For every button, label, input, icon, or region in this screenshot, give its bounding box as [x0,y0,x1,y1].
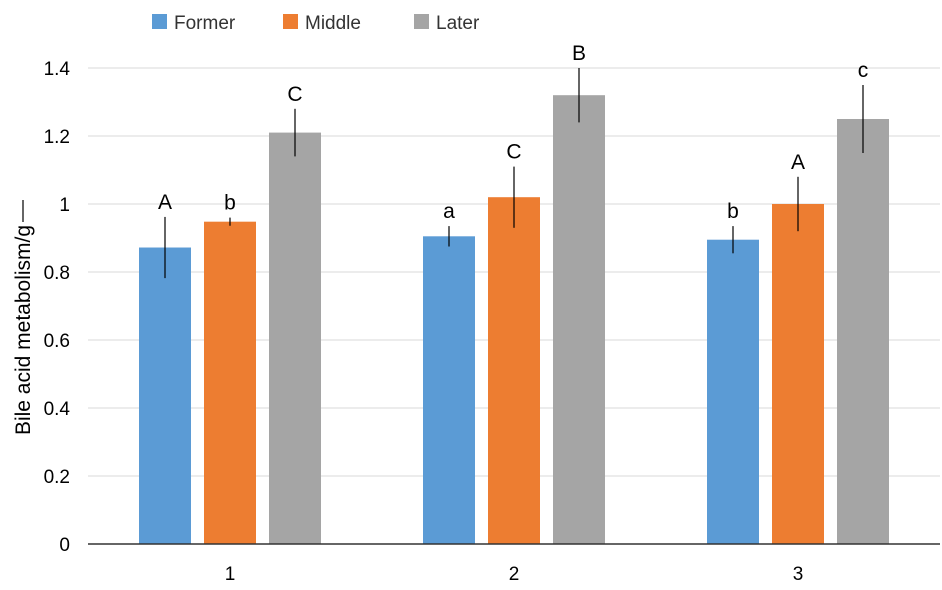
legend-label: Former [174,13,236,34]
bar-letter-label: b [224,192,236,215]
legend-swatch [414,14,429,29]
y-tick-label: 0.6 [44,331,70,352]
bar-former-1 [139,248,191,544]
bar-letter-label: A [791,151,805,174]
y-tick-label: 1.2 [44,127,70,148]
bar-former-3 [707,240,759,544]
y-tick-label: 0.8 [44,263,70,284]
y-tick-label: 0.4 [44,399,71,420]
legend-item-later: Later [414,13,480,34]
bar-letter-label: c [858,59,869,82]
bar-middle-1 [204,222,256,544]
legend-item-middle: Middle [283,13,361,34]
bar-middle-3 [772,204,824,544]
bar-middle-2 [488,197,540,544]
x-tick-labels: 1 2 3 [225,564,804,585]
bar-letter-label: C [506,141,521,164]
legend-label: Middle [305,13,361,34]
y-tick-label: 1.4 [44,59,71,80]
bar-letter-label: a [443,200,455,223]
x-tick-label: 1 [225,564,236,585]
y-tick-label: 1 [59,195,70,216]
legend-item-former: Former [152,13,236,34]
y-tick-label: 0.2 [44,467,70,488]
bar-later-2 [553,95,605,544]
legend-label: Later [436,13,480,34]
bar-letter-label: A [158,191,172,214]
x-tick-label: 3 [793,564,804,585]
legend-swatch [152,14,167,29]
y-tick-labels: 0 0.2 0.4 0.6 0.8 1 1.2 1.4 [44,59,71,556]
bar-letter-label: C [287,83,302,106]
bar-later-3 [837,119,889,544]
y-tick-label: 0 [59,535,70,556]
bar-later-1 [269,133,321,544]
bar-former-2 [423,236,475,544]
bar-letter-label: B [572,42,586,65]
legend: Former Middle Later [152,13,480,34]
bar-letter-label: b [727,200,739,223]
legend-swatch [283,14,298,29]
y-axis-title: Bile acid metabolism/g [12,225,35,435]
x-tick-label: 2 [509,564,520,585]
